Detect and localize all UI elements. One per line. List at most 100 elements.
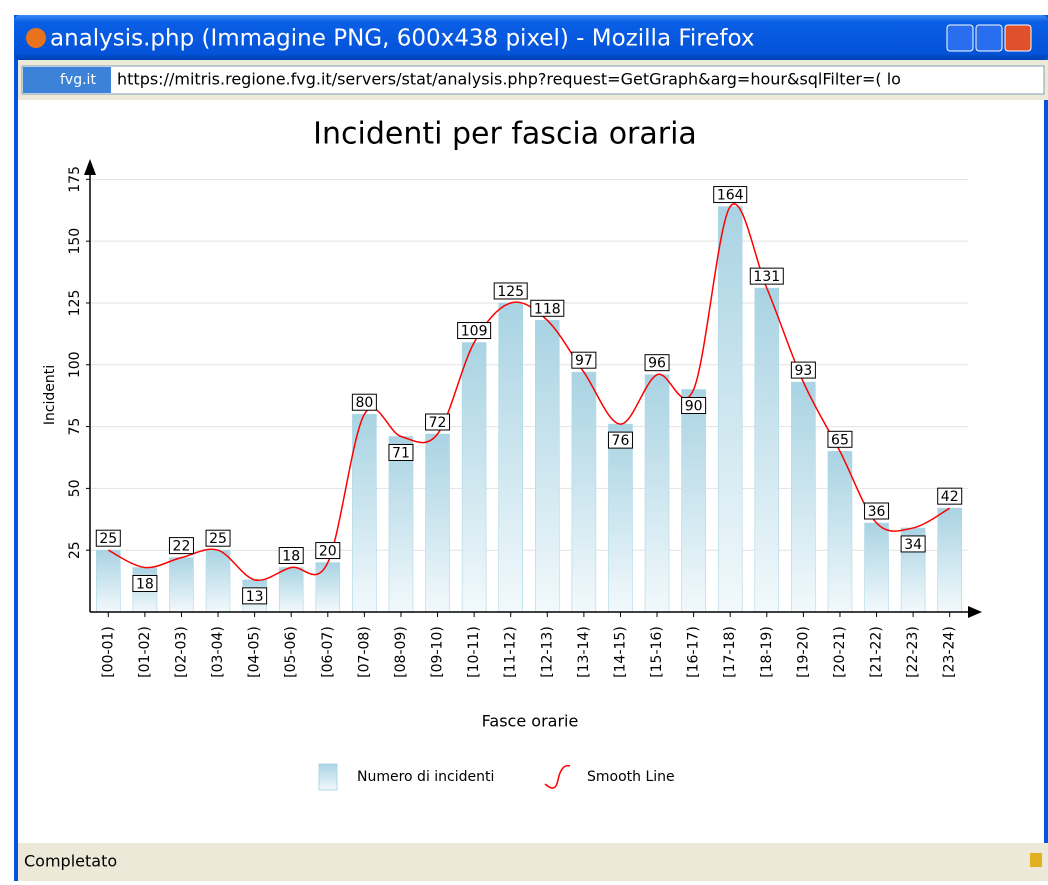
chart: Incidenti per fascia oraria Fasce orarie… (42, 117, 982, 791)
data-label: 97 (575, 353, 593, 369)
x-tick-label: [01-02) (137, 626, 153, 678)
site-label: fvg.it (60, 72, 96, 88)
data-label-box (315, 542, 341, 560)
data-label-box (644, 354, 670, 372)
x-tick-label: [05-06) (283, 626, 299, 678)
data-label-box (425, 413, 451, 431)
x-tick-label: [06-07) (320, 626, 336, 678)
y-tick-label: 25 (67, 541, 83, 559)
bar (461, 342, 487, 613)
data-label: 125 (497, 284, 524, 300)
data-label: 42 (941, 489, 959, 505)
data-label: 72 (429, 415, 447, 431)
x-tick-label: [13-14) (576, 626, 592, 678)
close-button[interactable] (1004, 24, 1032, 52)
bar (278, 567, 304, 613)
x-tick-label: [09-10) (430, 626, 446, 678)
x-tick-label: [20-21) (832, 626, 848, 678)
y-tick-label: 75 (67, 418, 83, 436)
legend-swatch (318, 763, 338, 791)
data-label-box (457, 322, 492, 340)
x-tick-label: [23-24) (942, 626, 958, 678)
data-label-box (493, 282, 528, 300)
bar (169, 557, 194, 613)
x-tick-label: [08-09) (393, 626, 409, 678)
data-label: 22 (173, 539, 191, 555)
data-label: 65 (831, 432, 849, 448)
data-label: 80 (355, 395, 373, 411)
data-label-box (388, 443, 414, 461)
status-bar (18, 843, 1048, 881)
y-tick-label: 100 (67, 351, 83, 378)
bar (608, 423, 633, 613)
data-label-box (278, 547, 304, 564)
data-label: 34 (904, 537, 922, 553)
x-tick-label: [15-16) (649, 626, 665, 678)
data-label: 118 (534, 301, 561, 317)
x-tick-label: [19-20) (795, 626, 811, 678)
bar (205, 549, 231, 613)
data-label: 18 (136, 577, 154, 593)
data-label: 20 (319, 544, 337, 560)
content (18, 100, 1044, 843)
bar (571, 371, 597, 613)
bar (681, 389, 706, 613)
data-label-box (205, 529, 231, 547)
y-tick-label: 175 (67, 166, 83, 193)
data-label-box (713, 186, 748, 204)
site-identity[interactable] (23, 67, 111, 93)
url-field[interactable] (21, 65, 1045, 95)
app-icon (26, 28, 46, 48)
bar (864, 522, 889, 613)
y-tick-label: 125 (67, 290, 83, 317)
window-title: analysis.php (Immagine PNG, 600x438 pixe… (50, 26, 754, 52)
data-label-box (607, 431, 633, 449)
bar (791, 381, 816, 613)
y-arrow (84, 159, 96, 175)
data-label: 71 (392, 445, 410, 461)
bar (717, 206, 743, 613)
x-tick-label: [18-19) (759, 626, 775, 678)
smooth-line (107, 203, 951, 582)
bar (95, 549, 121, 613)
data-label-box (571, 351, 597, 369)
x-axis-label: Fasce orarie (482, 712, 579, 731)
bar (352, 413, 377, 613)
chart-title: Incidenti per fascia oraria (313, 117, 697, 152)
y-axis-label: Incidenti (42, 365, 58, 425)
data-label-box (900, 535, 926, 553)
data-label: 96 (648, 356, 666, 372)
x-tick-label: [12-13) (539, 626, 555, 678)
x-tick-label: [04-05) (247, 626, 263, 678)
x-tick-label: [07-08) (356, 626, 372, 678)
minimize-button[interactable] (946, 24, 974, 52)
legend-label: Smooth Line (587, 769, 675, 785)
data-label: 13 (246, 589, 264, 605)
data-label: 164 (717, 188, 744, 204)
bar (534, 319, 560, 613)
maximize-button[interactable] (975, 24, 1003, 52)
data-label-box (168, 537, 194, 555)
data-label-box (749, 267, 784, 285)
data-label-box (790, 361, 816, 379)
data-label-box (132, 575, 158, 592)
data-label-box (95, 529, 121, 547)
y-tick-label: 150 (67, 228, 83, 255)
data-label-box (351, 393, 377, 411)
lock-icon (1030, 853, 1042, 867)
x-tick-label: [16-17) (686, 626, 702, 678)
data-label-box (242, 587, 268, 605)
data-label: 93 (794, 363, 812, 379)
bar (754, 287, 780, 613)
x-tick-label: [14-15) (612, 626, 628, 678)
x-tick-label: [21-22) (869, 626, 885, 678)
data-label: 90 (685, 399, 703, 415)
x-tick-label: [11-12) (503, 626, 519, 678)
data-label: 76 (612, 433, 630, 449)
x-tick-label: [10-11) (466, 626, 482, 678)
data-label-box (827, 430, 853, 448)
bar (937, 507, 963, 613)
x-tick-label: [17-18) (722, 626, 738, 678)
